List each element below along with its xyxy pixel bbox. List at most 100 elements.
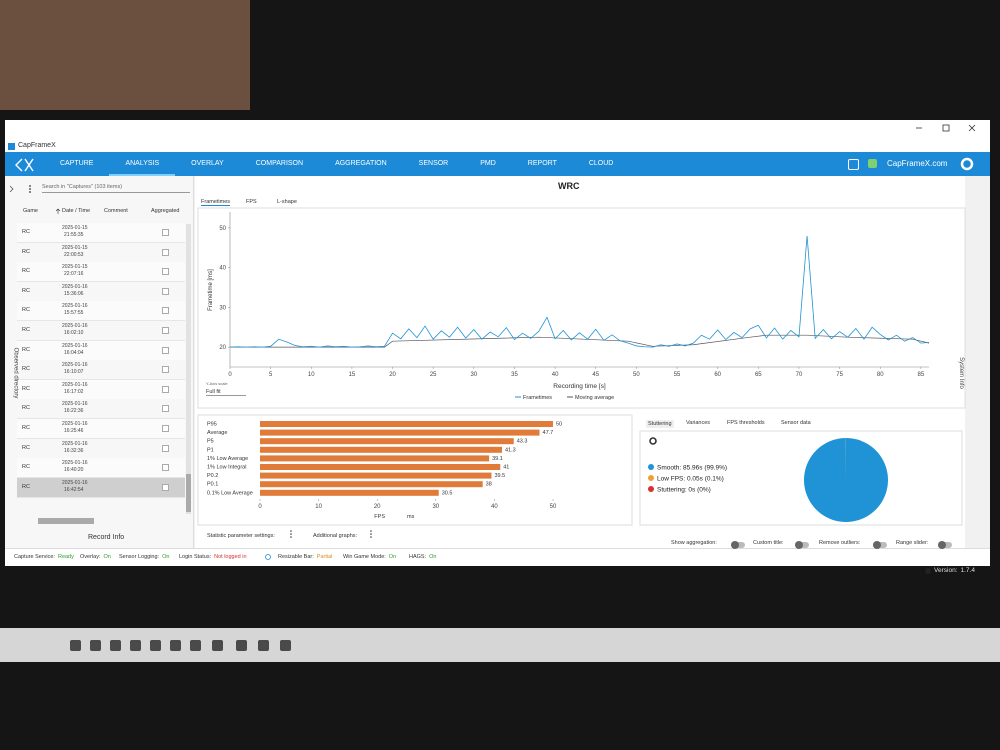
toggle-switch[interactable] [873,541,887,549]
taskbar-icon[interactable] [70,640,81,651]
aggregate-checkbox[interactable] [162,483,169,491]
record-row[interactable]: RC 2025-01-16 16:40:20 [17,458,185,479]
aggregate-checkbox[interactable] [162,248,169,256]
record-time: 16:17:02 [64,388,84,395]
record-info[interactable]: Record Info [88,534,125,541]
aggregate-checkbox[interactable] [162,464,169,472]
record-row[interactable]: RC 2025-01-16 15:36:06 [17,281,185,302]
taskbar-icon[interactable] [130,640,141,651]
aggregate-checkbox[interactable] [162,229,169,236]
nav-tab[interactable]: OVERLAY [191,160,224,167]
taskbar-icon[interactable] [280,640,291,651]
stats-tab[interactable]: Variances [686,420,711,426]
record-game: RC [22,229,30,235]
record-time: 16:22:36 [64,408,84,415]
version: Version: 1.7.4 [934,567,975,574]
chart-tab[interactable]: L-shape [277,199,297,205]
unit-toggle[interactable] [389,513,403,521]
record-date: 2025-01-16 [62,323,88,329]
status-item: Resizable Bar: Partial [278,554,332,560]
stats-tab[interactable]: Stuttering [646,420,674,428]
nav-tabs: CAPTURE ANALYSIS OVERLAY COMPARISON AGGREGAT… [44,152,629,176]
aggregate-checkbox[interactable] [162,287,169,295]
setting-label[interactable]: Statistic parameter settings: [207,533,275,539]
scroll-thumb[interactable] [186,474,191,512]
taskbar-icon[interactable] [150,640,161,651]
aggregate-checkbox[interactable] [162,405,169,413]
taskbar-icon[interactable] [236,640,247,651]
record-row[interactable]: RC 2025-01-16 16:02:10 [17,321,185,341]
record-row[interactable]: RC 2025-01-16 16:04:04 [17,340,185,361]
column-header[interactable]: Aggregated [151,208,180,214]
aggregate-checkbox[interactable] [162,307,169,315]
options-label[interactable]: Options [663,437,686,444]
record-time: 21:55:35 [64,232,84,238]
column-header[interactable]: Game [23,208,38,214]
record-row[interactable]: RC 2025-01-16 15:57:55 [17,301,185,322]
record-game: RC [22,327,30,333]
nav-icon[interactable] [868,159,877,168]
nav-icon[interactable] [848,159,859,170]
taskbar-icon[interactable] [212,640,223,651]
toggle-switch[interactable] [731,541,745,549]
title-bar [5,120,990,152]
y-scale-select[interactable]: Full fit [206,389,246,396]
record-date: 2025-01-16 [62,283,88,290]
nav-tab[interactable]: SENSOR [418,160,449,167]
nav-link[interactable]: CapFrameX.com [887,159,948,168]
right-label[interactable]: System Info [957,357,964,389]
nav-tab[interactable]: COMPARISON [255,160,304,167]
taskbar-icon[interactable] [258,640,269,651]
record-time: 16:42:54 [64,486,84,493]
record-row[interactable]: RC 2025-01-16 16:42:54 [17,477,185,498]
record-row[interactable]: RC 2025-01-16 16:25:46 [17,419,185,439]
record-date: 2025-01-16 [62,303,88,310]
side-label[interactable]: Observed directory [12,347,19,399]
search-box[interactable]: Search in "Captures" (103 items) [42,184,190,193]
chart-tab[interactable]: Frametimes [201,199,231,206]
aggregate-checkbox[interactable] [162,327,169,334]
status-item: Overlay: On [80,554,111,560]
record-date: 2025-01-16 [62,440,88,447]
taskbar-icon[interactable] [190,640,201,651]
record-date: 2025-01-16 [62,401,88,408]
status-value: On [103,554,111,560]
aggregate-checkbox[interactable] [162,346,169,354]
h-scroll-thumb[interactable] [38,518,94,524]
column-header[interactable]: Comment [104,208,128,214]
record-row[interactable]: RC 2025-01-15 21:55:35 [17,223,185,243]
status-item: Capture Service: Ready [14,554,74,560]
record-row[interactable]: RC 2025-01-15 22:00:53 [17,242,185,263]
scrollbar [186,224,191,514]
chart-tab[interactable]: FPS [246,199,257,205]
stats-tab[interactable]: FPS thresholds [727,420,765,426]
aggregate-checkbox[interactable] [162,268,169,276]
record-row[interactable]: RC 2025-01-15 22:07:16 [17,262,185,283]
record-row[interactable]: RC 2025-01-16 16:32:36 [17,438,185,459]
record-row[interactable]: RC 2025-01-16 16:22:36 [17,399,185,420]
toggle-switch[interactable] [938,541,952,549]
nav-tab[interactable]: CLOUD [588,160,614,167]
column-header[interactable]: Date / Time [62,208,91,214]
status-label: Overlay: [80,554,101,560]
nav-tab[interactable]: AGGREGATION [335,160,387,167]
toggle-switch[interactable] [795,541,809,549]
aggregate-checkbox[interactable] [162,444,169,452]
nav-tab[interactable]: CAPTURE [60,160,94,167]
nav-tab[interactable]: REPORT [527,160,557,167]
taskbar-icon[interactable] [90,640,101,651]
setting-label[interactable]: Additional graphs: [313,533,358,539]
aggregate-checkbox[interactable] [162,366,169,374]
aggregate-checkbox[interactable] [162,385,169,393]
record-game: RC [22,346,30,353]
nav-tab[interactable]: PMD [480,160,496,167]
record-row[interactable]: RC 2025-01-16 16:17:02 [17,379,185,400]
version-value: 1.7.4 [960,567,975,574]
record-row[interactable]: RC 2025-01-16 16:10:07 [17,360,185,381]
taskbar-icon[interactable] [110,640,121,651]
stats-tab[interactable]: Sensor data [781,420,811,426]
record-time: 16:02:10 [64,330,84,336]
aggregate-checkbox[interactable] [162,425,169,432]
taskbar-icon[interactable] [170,640,181,651]
nav-tab[interactable]: ANALYSIS [109,152,175,176]
